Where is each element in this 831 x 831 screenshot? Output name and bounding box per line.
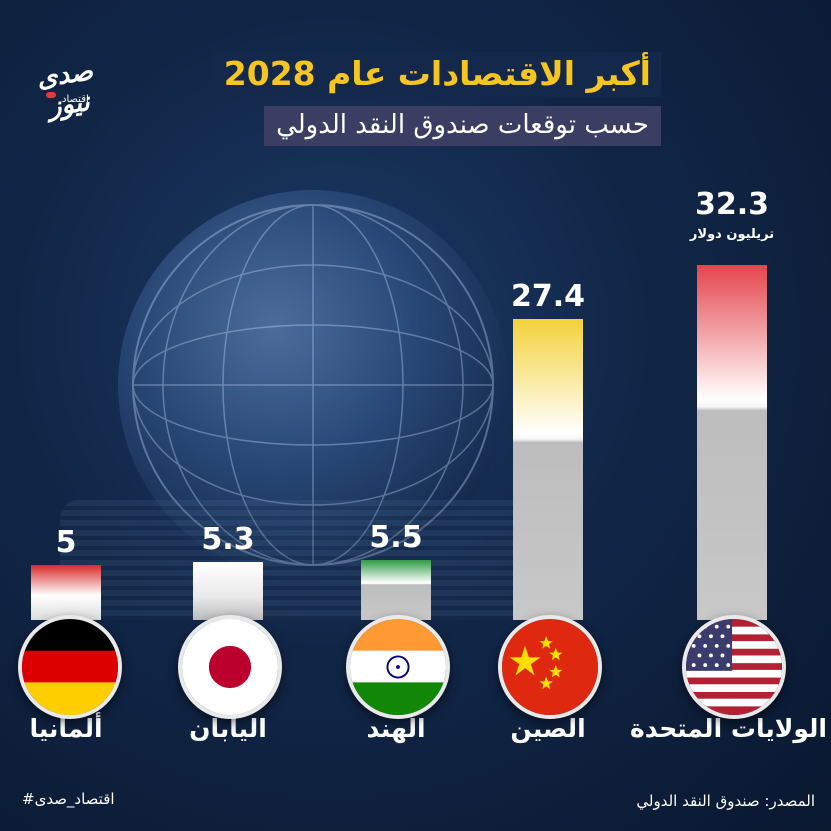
value-label-usa: 32.3 (694, 187, 770, 222)
india-flag-icon (346, 615, 450, 719)
logo-subtext: اقتصاد (62, 94, 89, 105)
germany-flag-icon (18, 615, 122, 719)
value-label-china: 27.4 (510, 278, 586, 314)
unit-label: تريليون دولار (689, 227, 775, 242)
bar-india (361, 559, 431, 620)
coin-stacks-background (60, 500, 580, 620)
globe-background (118, 190, 508, 580)
bar-usa (697, 265, 767, 620)
logo-text: صدى نيوز (35, 56, 95, 123)
china-flag-icon (498, 615, 602, 719)
logo-dot (46, 92, 56, 98)
bar-china (513, 318, 583, 620)
country-label-usa: الولايات المتحدة (630, 714, 827, 743)
usa-flag-icon (682, 615, 786, 719)
japan-flag-icon (178, 615, 282, 719)
bar-germany (31, 565, 101, 620)
brand-logo: صدى نيوز اقتصاد (22, 52, 112, 122)
country-label-germany: ألمانيا (29, 714, 103, 743)
chart-title: أكبر الاقتصادات عام 2028 (213, 52, 661, 97)
value-label-japan: 5.3 (201, 521, 255, 557)
source-note: المصدر: صندوق النقد الدولي (636, 792, 815, 810)
chart-subtitle: حسب توقعات صندوق النقد الدولي (264, 106, 661, 146)
bar-japan (193, 561, 263, 620)
globe-grid-lines (132, 204, 494, 566)
value-label-germany: 5 (55, 525, 77, 561)
hashtag: #اقتصاد_صدى (22, 790, 115, 808)
value-label-india: 5.5 (369, 519, 423, 555)
